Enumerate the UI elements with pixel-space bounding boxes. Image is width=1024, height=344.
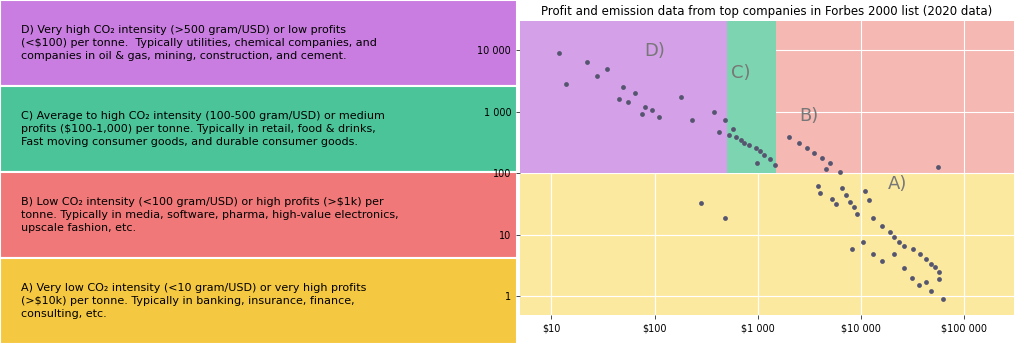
Point [728,135,744,140]
Point [927,264,943,270]
Text: A): A) [888,175,907,193]
Bar [0,258,517,344]
Point [918,256,934,262]
Text: A) Very low CO₂ intensity (<10 gram/USD) or very high profits
(>$10k) per tonne.: A) Very low CO₂ intensity (<10 gram/USD)… [20,283,366,319]
Point [849,211,865,216]
Point [930,164,946,170]
Point [864,215,881,220]
Point [861,198,878,203]
Point [834,185,850,191]
Point [844,247,860,252]
Point [905,247,922,252]
Point [634,112,650,117]
Point [551,50,567,56]
Point [707,109,723,115]
Point [874,223,891,228]
Point [810,183,826,189]
Point [827,201,844,206]
Point [896,265,912,270]
Point [886,251,902,257]
Point [725,126,741,132]
Point [732,138,749,143]
Point [692,200,709,205]
Point [799,145,815,150]
Text: D): D) [644,42,666,60]
Point [846,204,862,210]
Point [644,108,660,113]
Point [886,235,902,240]
Point [812,190,828,195]
Point [806,151,822,156]
Point [842,199,858,205]
Point [673,95,689,100]
Point [650,114,667,120]
Bar [520,21,727,173]
Point [874,258,891,263]
Point [627,90,643,96]
Point [814,155,830,161]
Point [579,59,595,64]
Point [818,166,835,171]
Point [923,289,939,294]
Point [762,156,778,162]
Point [684,118,700,123]
Point [910,283,927,288]
Point [911,251,928,257]
Point [620,99,636,104]
Point [857,188,873,193]
Bar [0,0,517,86]
Point [615,84,632,90]
Point [717,118,733,123]
Point [589,73,605,79]
Point [756,152,772,157]
Point [923,261,939,266]
Point [896,244,912,249]
Point [717,215,733,220]
Point [740,142,757,148]
Point [931,276,947,282]
Point [636,104,652,109]
Point [721,133,737,138]
Point [882,229,898,235]
Text: B) Low CO₂ intensity (<100 gram/USD) or high profits (>$1k) per
tonne. Typically: B) Low CO₂ intensity (<100 gram/USD) or … [20,197,398,233]
Point [780,135,797,140]
Point [864,251,881,257]
Point [918,279,934,285]
Point [736,140,753,146]
Point [749,160,765,166]
Bar [520,21,776,173]
Point [610,96,627,102]
Point [766,162,782,168]
Point [855,240,871,245]
Bar [0,172,517,258]
Point [831,169,848,174]
Text: C): C) [731,64,751,82]
Point [904,275,921,280]
Point [791,140,807,146]
Text: C) Average to high CO₂ intensity (100-500 gram/USD) or medium
profits ($100-1,00: C) Average to high CO₂ intensity (100-50… [20,111,385,147]
Point [752,148,768,154]
Point [711,130,727,135]
Point [931,269,947,275]
Title: Profit and emission data from top companies in Forbes 2000 list (2020 data): Profit and emission data from top compan… [542,5,992,18]
Point [839,192,855,198]
Bar [0,86,517,172]
Point [935,296,951,302]
Text: B): B) [799,107,818,125]
Point [890,240,906,245]
Point [748,145,764,150]
Point [599,66,615,71]
Point [822,160,839,166]
Point [558,81,574,87]
Text: D) Very high CO₂ intensity (>500 gram/USD) or low profits
(<$100) per tonne.  Ty: D) Very high CO₂ intensity (>500 gram/US… [20,25,377,61]
Point [823,196,840,202]
